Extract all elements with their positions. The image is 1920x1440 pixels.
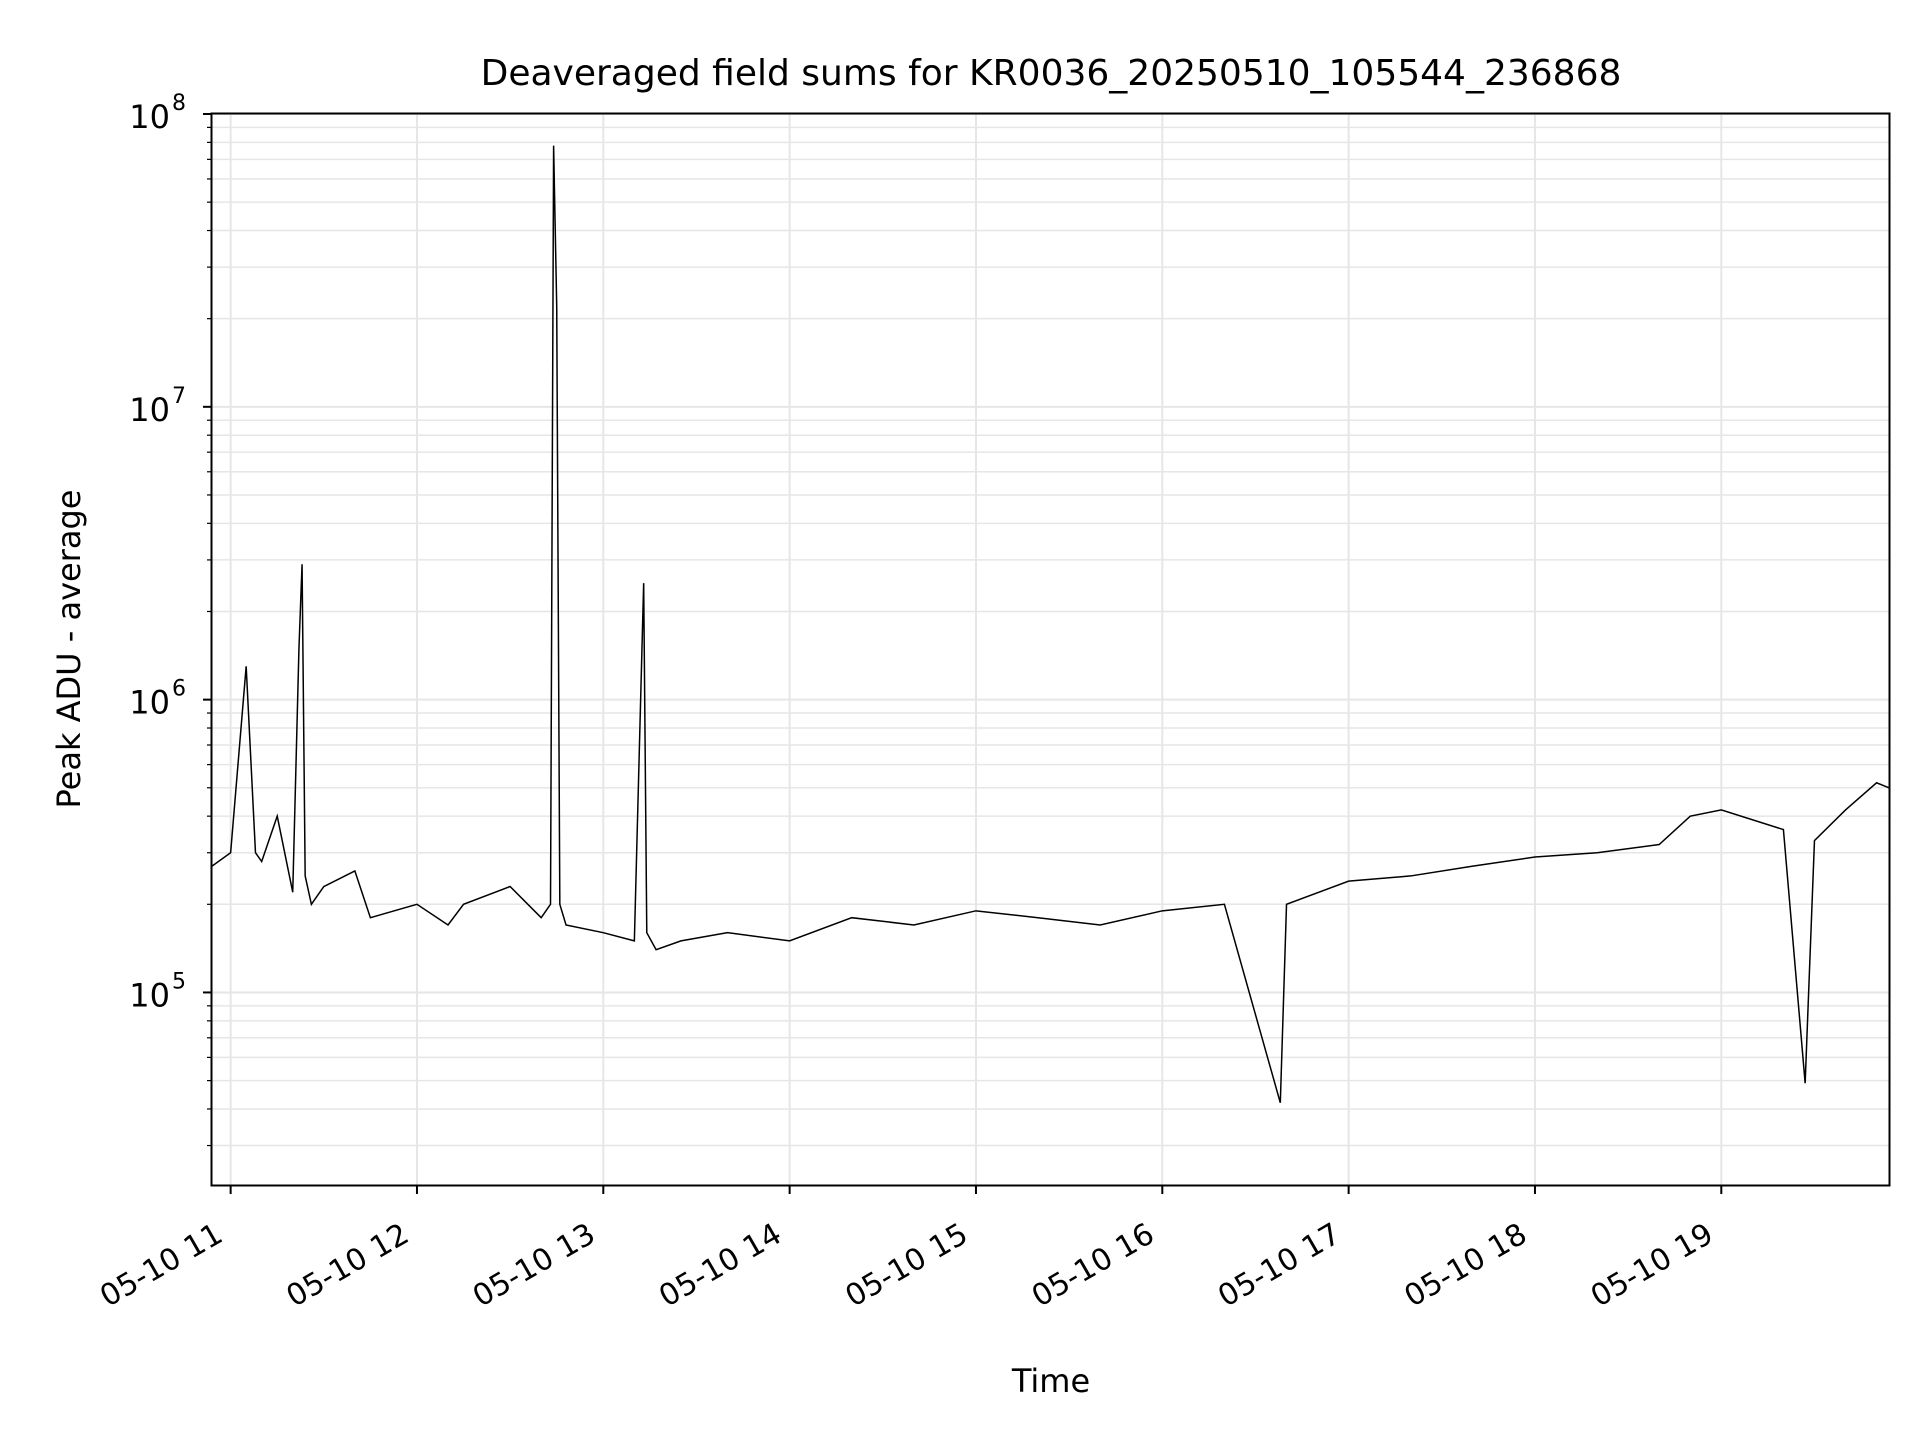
y-tick-label: 10 8: [129, 91, 186, 136]
y-tick-base: 10: [129, 976, 170, 1014]
y-tick-exponent: 8: [172, 91, 186, 116]
y-axis-label: Peak ADU - average: [50, 490, 88, 809]
y-tick-label: 10 5: [129, 969, 186, 1014]
data-series-line: [211, 145, 1890, 1103]
y-tick-exponent: 5: [172, 969, 186, 994]
y-tick-label: 10 6: [129, 677, 186, 722]
y-tick-exponent: 7: [172, 384, 186, 409]
x-axis-label: Time: [1011, 1362, 1090, 1400]
series-layer: [211, 145, 1890, 1103]
y-tick-base: 10: [129, 391, 170, 429]
y-tick-base: 10: [129, 684, 170, 722]
chart-title: Deaveraged field sums for KR0036_2025051…: [481, 53, 1622, 94]
plot-frame: [210, 112, 1891, 1187]
y-tick-base: 10: [129, 98, 170, 136]
y-tick-label: 10 7: [129, 384, 186, 429]
y-tick-exponent: 6: [172, 677, 186, 702]
